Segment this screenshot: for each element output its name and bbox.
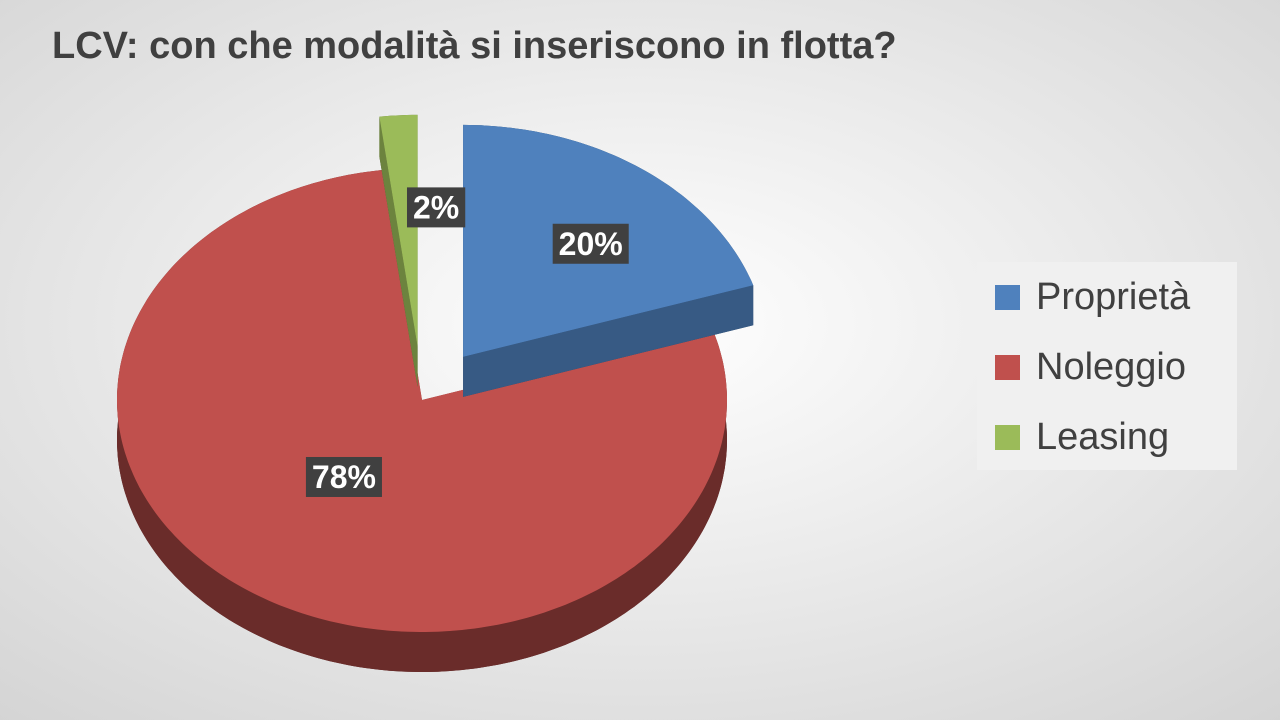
legend-label: Noleggio — [1036, 346, 1186, 388]
legend-box — [977, 262, 1237, 470]
chart-title: LCV: con che modalità si inseriscono in … — [52, 25, 897, 67]
legend-label: Proprietà — [1036, 276, 1191, 318]
value-label: 20% — [559, 226, 623, 262]
legend-swatch — [995, 425, 1020, 450]
legend-label: Leasing — [1036, 416, 1169, 458]
legend-swatch — [995, 355, 1020, 380]
value-labels: 20% 78% 2% — [305, 187, 629, 497]
value-label-box — [552, 223, 629, 264]
value-label-box — [305, 456, 382, 497]
value-label-box — [406, 187, 466, 228]
slice-wall — [379, 116, 418, 387]
slice-wall — [463, 285, 754, 397]
legend: Proprietà Noleggio Leasing — [995, 276, 1191, 458]
value-label: 2% — [413, 189, 459, 225]
slice — [117, 169, 727, 633]
legend-swatch — [995, 285, 1020, 310]
value-label: 78% — [312, 459, 376, 495]
pie — [117, 114, 754, 673]
slice — [379, 114, 418, 347]
